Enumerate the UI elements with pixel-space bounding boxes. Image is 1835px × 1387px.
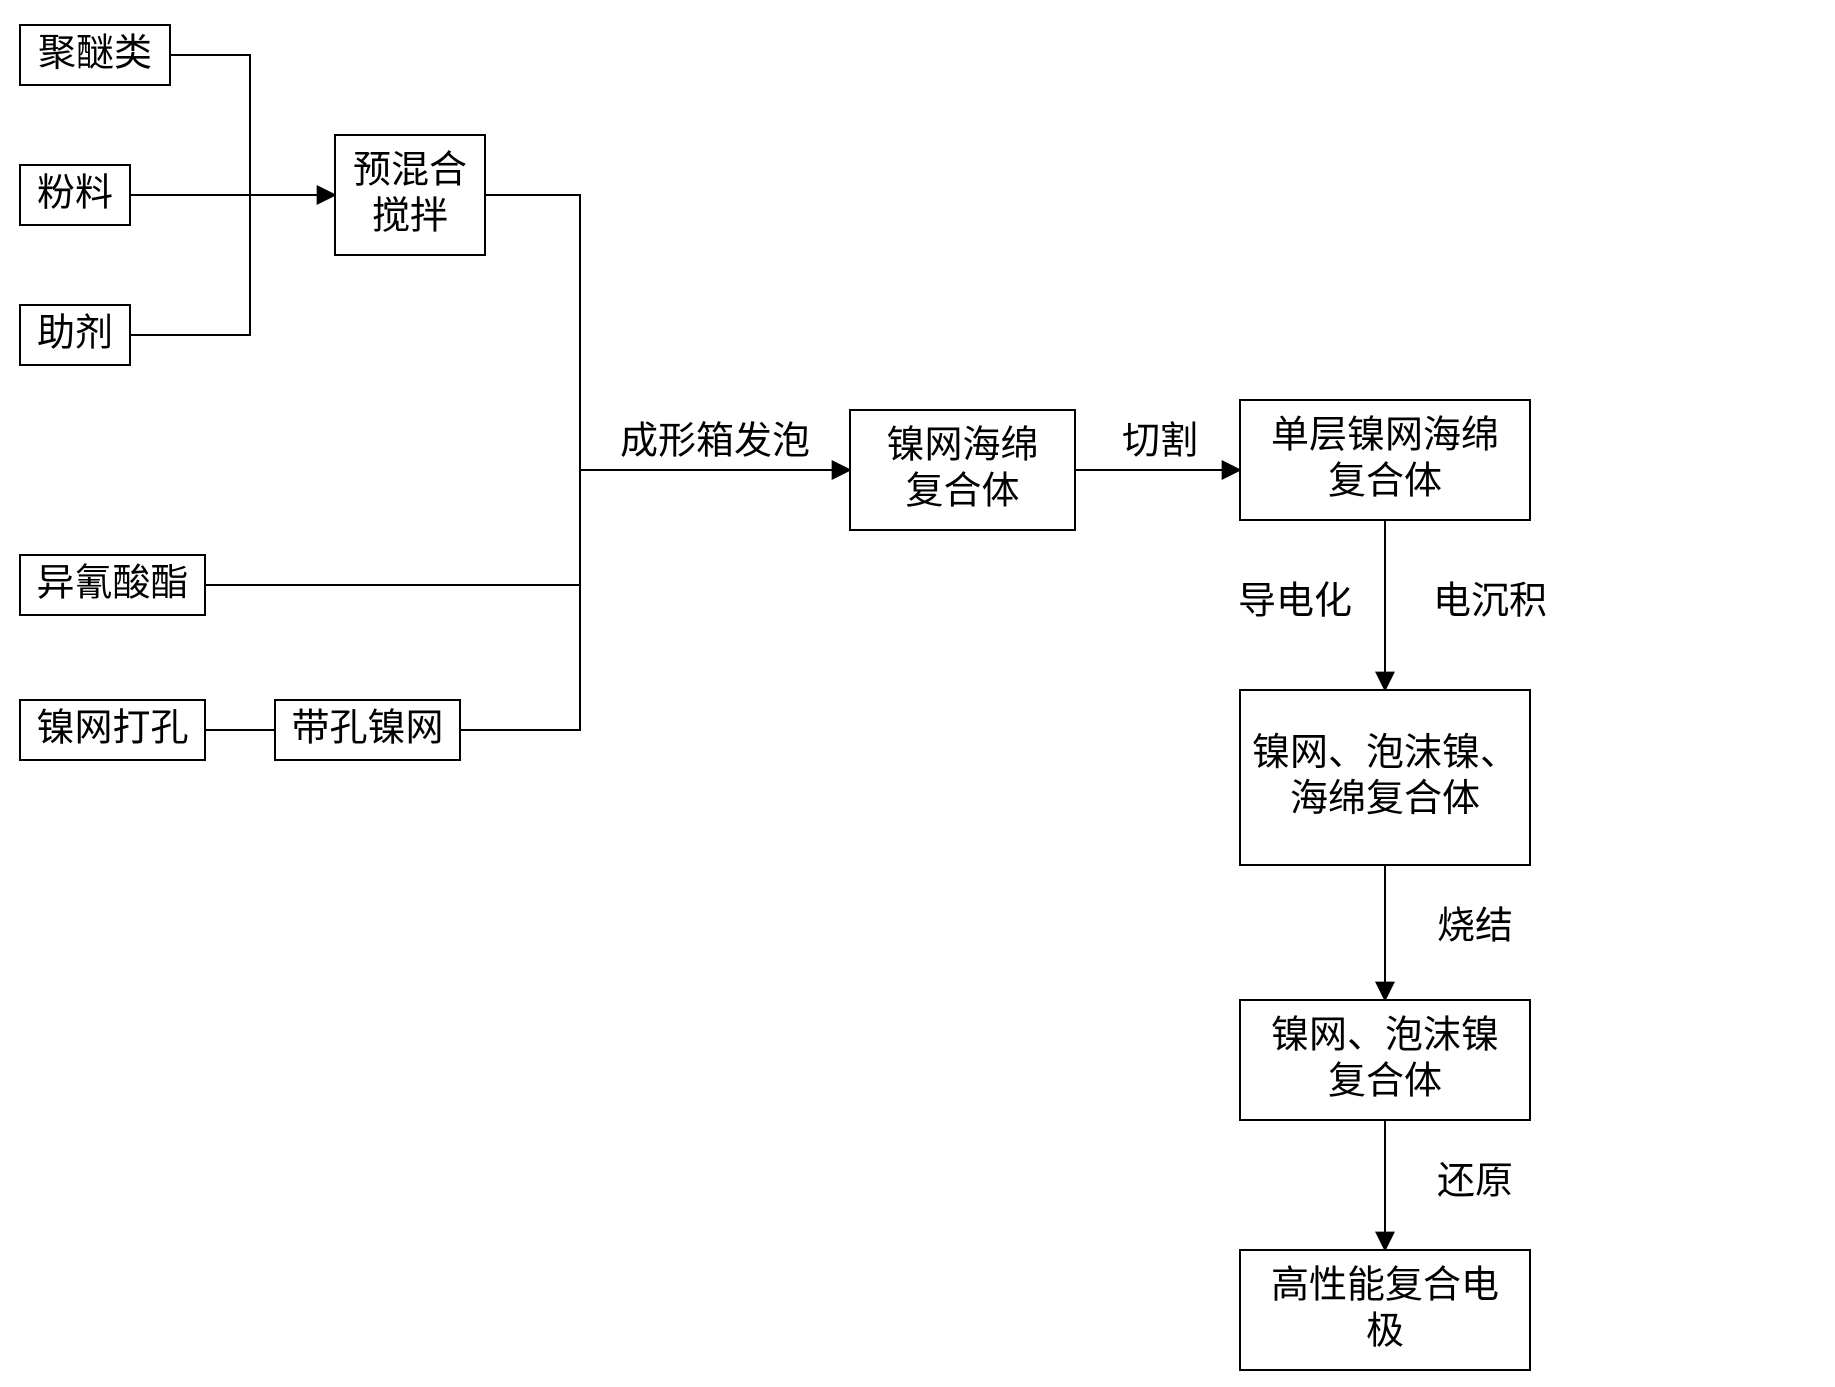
node-poly-label-0: 聚醚类 (38, 33, 152, 75)
node-perf: 带孔镍网 (275, 700, 460, 760)
edge-bus-sponge-label: 成形箱发泡 (620, 421, 810, 463)
node-premix-label-0: 预混合 (353, 150, 467, 192)
node-foamni-label-1: 海绵复合体 (1290, 778, 1480, 820)
node-sponge-label-0: 镍网海绵 (886, 425, 1038, 467)
node-hp: 高性能复合电极 (1240, 1250, 1530, 1370)
node-punch: 镍网打孔 (20, 700, 205, 760)
node-additive: 助剂 (20, 305, 130, 365)
node-sponge-label-1: 复合体 (905, 471, 1019, 513)
edge-poly-premix (170, 55, 250, 195)
node-single: 单层镍网海绵复合体 (1240, 400, 1530, 520)
node-punch-label-0: 镍网打孔 (36, 708, 188, 750)
node-nifoam: 镍网、泡沫镍复合体 (1240, 1000, 1530, 1120)
node-foamni: 镍网、泡沫镍、海绵复合体 (1240, 690, 1530, 865)
edge-nifoam-hp-label-right: 还原 (1437, 1161, 1513, 1203)
node-nifoam-label-1: 复合体 (1328, 1061, 1442, 1103)
edge-premix-bus (485, 195, 580, 470)
flowchart-canvas: 聚醚类粉料助剂预混合搅拌异氰酸酯镍网打孔带孔镍网镍网海绵复合体单层镍网海绵复合体… (0, 0, 1835, 1387)
edge-single-foamni-label-right: 电沉积 (1433, 581, 1547, 623)
edge-foamni-nifoam-label-right: 烧结 (1437, 906, 1513, 948)
node-perf-label-0: 带孔镍网 (291, 708, 443, 750)
node-powder: 粉料 (20, 165, 130, 225)
node-additive-label-0: 助剂 (37, 313, 113, 355)
edge-iso-bus (205, 470, 580, 585)
edge-perf-bus (460, 470, 580, 730)
node-hp-label-0: 高性能复合电 (1271, 1265, 1499, 1307)
node-single-label-0: 单层镍网海绵 (1271, 415, 1499, 457)
edge-single-foamni-label-left: 导电化 (1238, 581, 1352, 623)
node-iso: 异氰酸酯 (20, 555, 205, 615)
node-single-label-1: 复合体 (1328, 461, 1442, 503)
edge-additive-premix (130, 195, 250, 335)
node-nifoam-label-0: 镍网、泡沫镍 (1271, 1015, 1499, 1057)
node-premix: 预混合搅拌 (335, 135, 485, 255)
node-poly: 聚醚类 (20, 25, 170, 85)
node-iso-label-0: 异氰酸酯 (36, 563, 188, 605)
node-sponge: 镍网海绵复合体 (850, 410, 1075, 530)
node-premix-label-1: 搅拌 (372, 196, 448, 238)
node-powder-label-0: 粉料 (37, 173, 113, 215)
node-foamni-label-0: 镍网、泡沫镍、 (1252, 732, 1518, 774)
node-hp-label-1: 极 (1366, 1311, 1404, 1353)
edge-sponge-single-label: 切割 (1122, 421, 1198, 463)
